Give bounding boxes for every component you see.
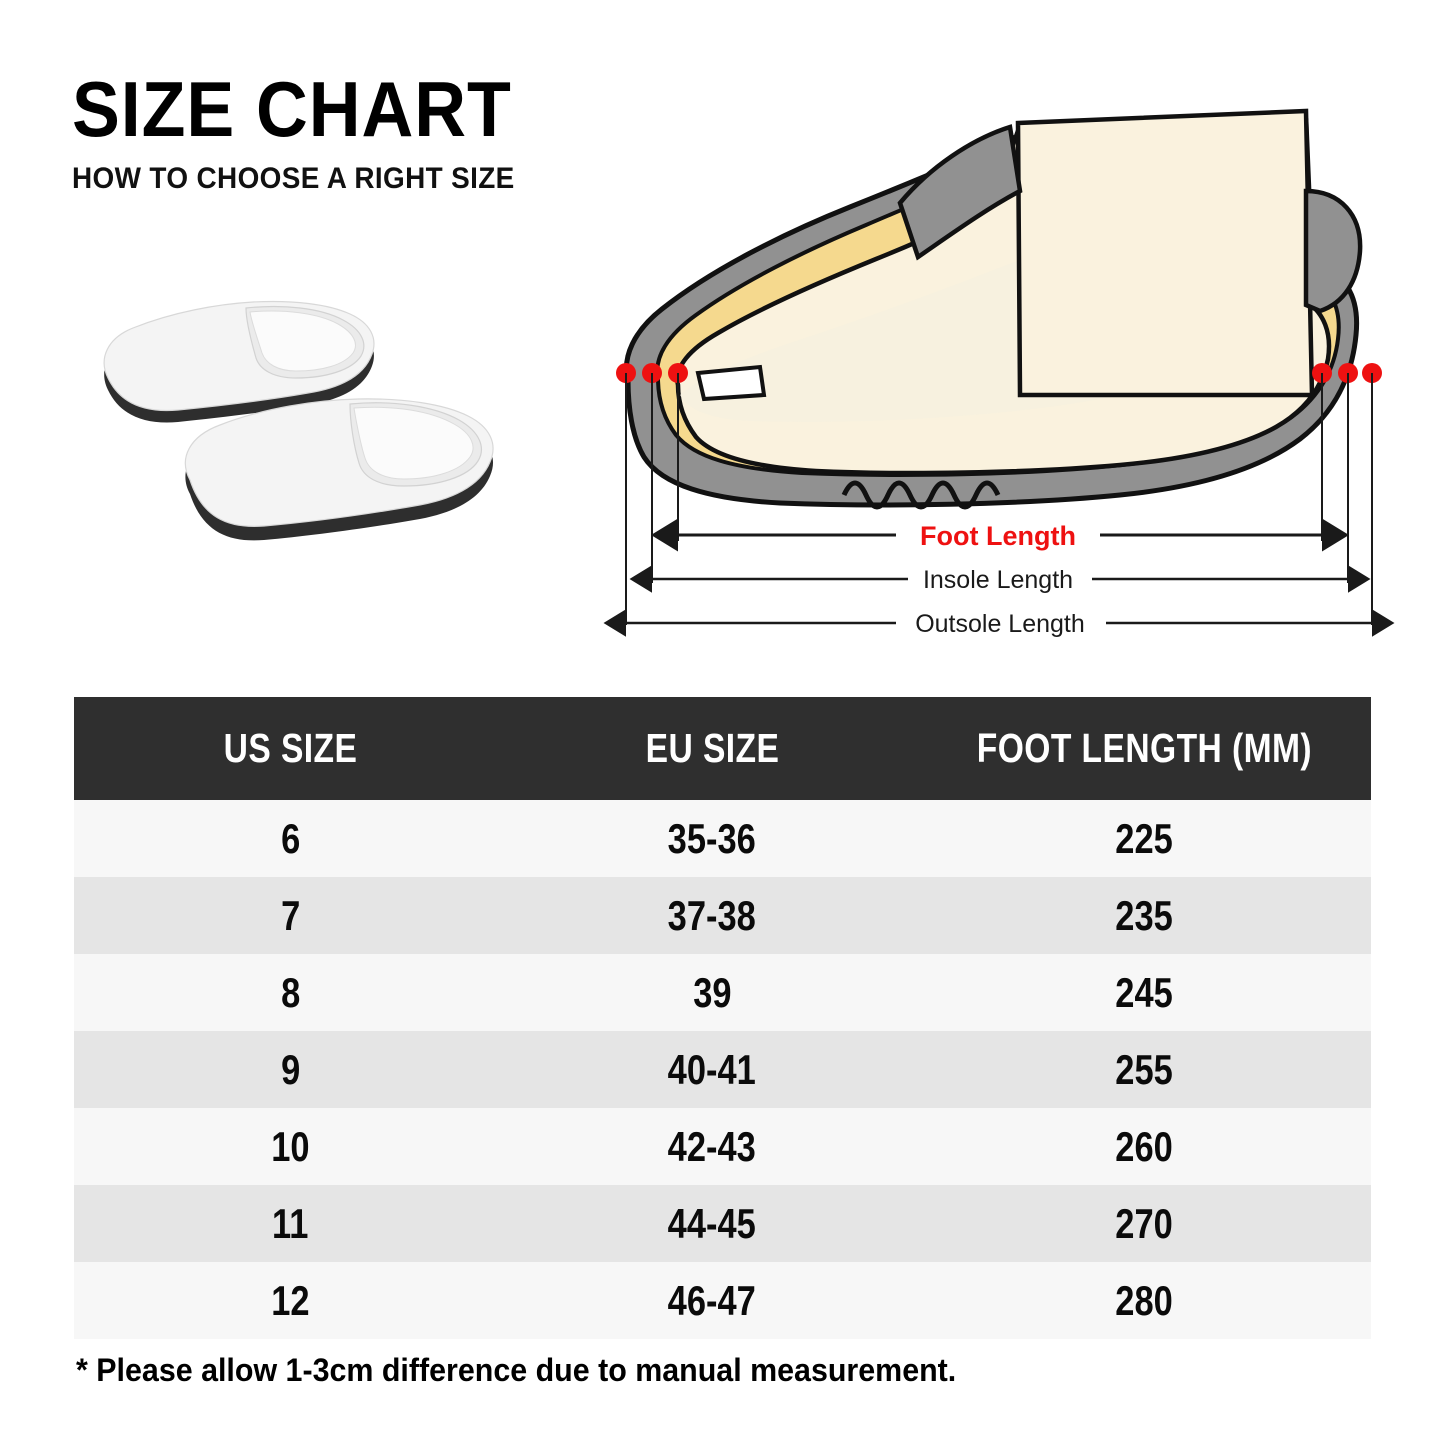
cell-foot-length: 225 (917, 800, 1371, 877)
cell-foot-length: 255 (917, 1031, 1371, 1108)
slipper-product-image (78, 250, 508, 600)
table-row: 12 46-47 280 (74, 1262, 1371, 1339)
insole-length-label: Insole Length (923, 566, 1073, 594)
cell-eu-size: 35-36 (507, 800, 918, 877)
foot-length-label: Foot Length (920, 521, 1076, 551)
table-body: 6 35-36 225 7 37-38 235 8 39 245 9 40-41… (74, 800, 1371, 1339)
slipper-front (184, 398, 494, 541)
cell-foot-length: 245 (917, 954, 1371, 1031)
cell-eu-size: 39 (507, 954, 918, 1031)
cell-foot-length: 260 (917, 1108, 1371, 1185)
measurement-disclaimer: * Please allow 1-3cm difference due to m… (76, 1352, 957, 1388)
foot-measurement-diagram: Foot Length Insole Length Outsole Length (600, 95, 1400, 645)
column-header-us-size: US SIZE (74, 697, 508, 800)
table-row: 11 44-45 270 (74, 1185, 1371, 1262)
cell-eu-size: 46-47 (507, 1262, 918, 1339)
cell-us-size: 8 (74, 954, 508, 1031)
table-row: 7 37-38 235 (74, 877, 1371, 954)
cell-foot-length: 235 (917, 877, 1371, 954)
outsole-length-label: Outsole Length (915, 610, 1085, 638)
foot-shading (680, 227, 1120, 422)
table-row: 6 35-36 225 (74, 800, 1371, 877)
table-row: 9 40-41 255 (74, 1031, 1371, 1108)
table-row: 10 42-43 260 (74, 1108, 1371, 1185)
cell-eu-size: 40-41 (507, 1031, 918, 1108)
page-subtitle: HOW TO CHOOSE A RIGHT SIZE (72, 162, 515, 196)
table-row: 8 39 245 (74, 954, 1371, 1031)
measurement-guide-lines (625, 373, 1373, 625)
cell-us-size: 10 (74, 1108, 508, 1185)
cell-eu-size: 37-38 (507, 877, 918, 954)
size-chart-table: US SIZE EU SIZE FOOT LENGTH (MM) 6 35-36… (74, 697, 1371, 1339)
toenail-shape (695, 364, 767, 402)
cell-foot-length: 270 (917, 1185, 1371, 1262)
toe-box-overlap (897, 124, 1023, 261)
page-title: SIZE CHART (72, 65, 512, 153)
column-header-foot-length: FOOT LENGTH (MM) (917, 697, 1371, 800)
cell-eu-size: 42-43 (507, 1108, 918, 1185)
table-header-row: US SIZE EU SIZE FOOT LENGTH (MM) (74, 697, 1371, 800)
cell-us-size: 11 (74, 1185, 508, 1262)
cell-us-size: 6 (74, 800, 508, 877)
column-header-eu-size: EU SIZE (507, 697, 918, 800)
cell-foot-length: 280 (917, 1262, 1371, 1339)
sole-tread-pattern (841, 480, 1001, 510)
ankle-shape (1015, 108, 1315, 398)
cell-eu-size: 44-45 (507, 1185, 918, 1262)
page-header: SIZE CHART HOW TO CHOOSE A RIGHT SIZE (72, 65, 592, 196)
dimension-foot-length: Foot Length (651, 518, 1349, 552)
cell-us-size: 9 (74, 1031, 508, 1108)
heel-collar (1303, 188, 1363, 314)
dimension-outsole-length: Outsole Length (603, 609, 1395, 638)
dimension-insole-length: Insole Length (629, 565, 1371, 594)
cell-us-size: 7 (74, 877, 508, 954)
slipper-back (103, 300, 375, 423)
cell-us-size: 12 (74, 1262, 508, 1339)
